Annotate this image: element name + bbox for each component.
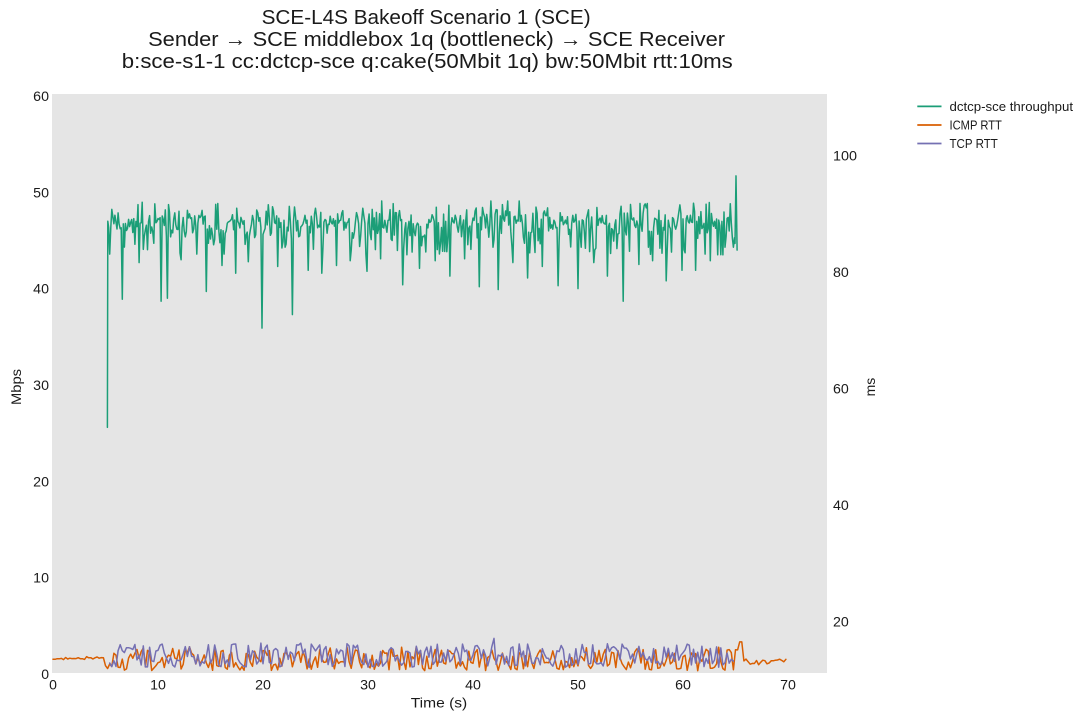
svg-text:Mbps: Mbps: [8, 369, 24, 405]
svg-text:ms: ms: [862, 378, 878, 397]
svg-text:SCE-L4S Bakeoff Scenario 1 (SC: SCE-L4S Bakeoff Scenario 1 (SCE): [262, 6, 591, 29]
svg-text:60: 60: [33, 88, 49, 104]
svg-text:20: 20: [33, 473, 49, 489]
svg-text:20: 20: [833, 613, 849, 629]
svg-text:40: 40: [33, 281, 49, 297]
svg-text:dctcp-sce throughput: dctcp-sce throughput: [950, 99, 1074, 114]
svg-text:70: 70: [780, 677, 796, 693]
svg-text:0: 0: [41, 666, 49, 682]
svg-text:60: 60: [675, 677, 691, 693]
svg-text:0: 0: [49, 677, 57, 693]
svg-text:50: 50: [33, 184, 49, 200]
svg-text:Time (s): Time (s): [411, 695, 468, 711]
svg-text:40: 40: [833, 497, 849, 513]
svg-text:10: 10: [33, 570, 49, 586]
svg-text:30: 30: [360, 677, 376, 693]
svg-text:TCP RTT: TCP RTT: [950, 136, 998, 151]
svg-text:20: 20: [255, 677, 271, 693]
svg-text:ICMP RTT: ICMP RTT: [950, 117, 1003, 132]
svg-text:100: 100: [833, 147, 857, 163]
svg-text:30: 30: [33, 377, 49, 393]
svg-text:50: 50: [570, 677, 586, 693]
svg-text:40: 40: [465, 677, 481, 693]
svg-text:Sender → SCE middlebox 1q (bot: Sender → SCE middlebox 1q (bottleneck) →…: [148, 28, 725, 51]
svg-text:10: 10: [150, 677, 166, 693]
svg-text:b:sce-s1-1 cc:dctcp-sce q:cake: b:sce-s1-1 cc:dctcp-sce q:cake(50Mbit 1q…: [122, 50, 733, 73]
svg-text:60: 60: [833, 380, 849, 396]
svg-text:80: 80: [833, 264, 849, 280]
